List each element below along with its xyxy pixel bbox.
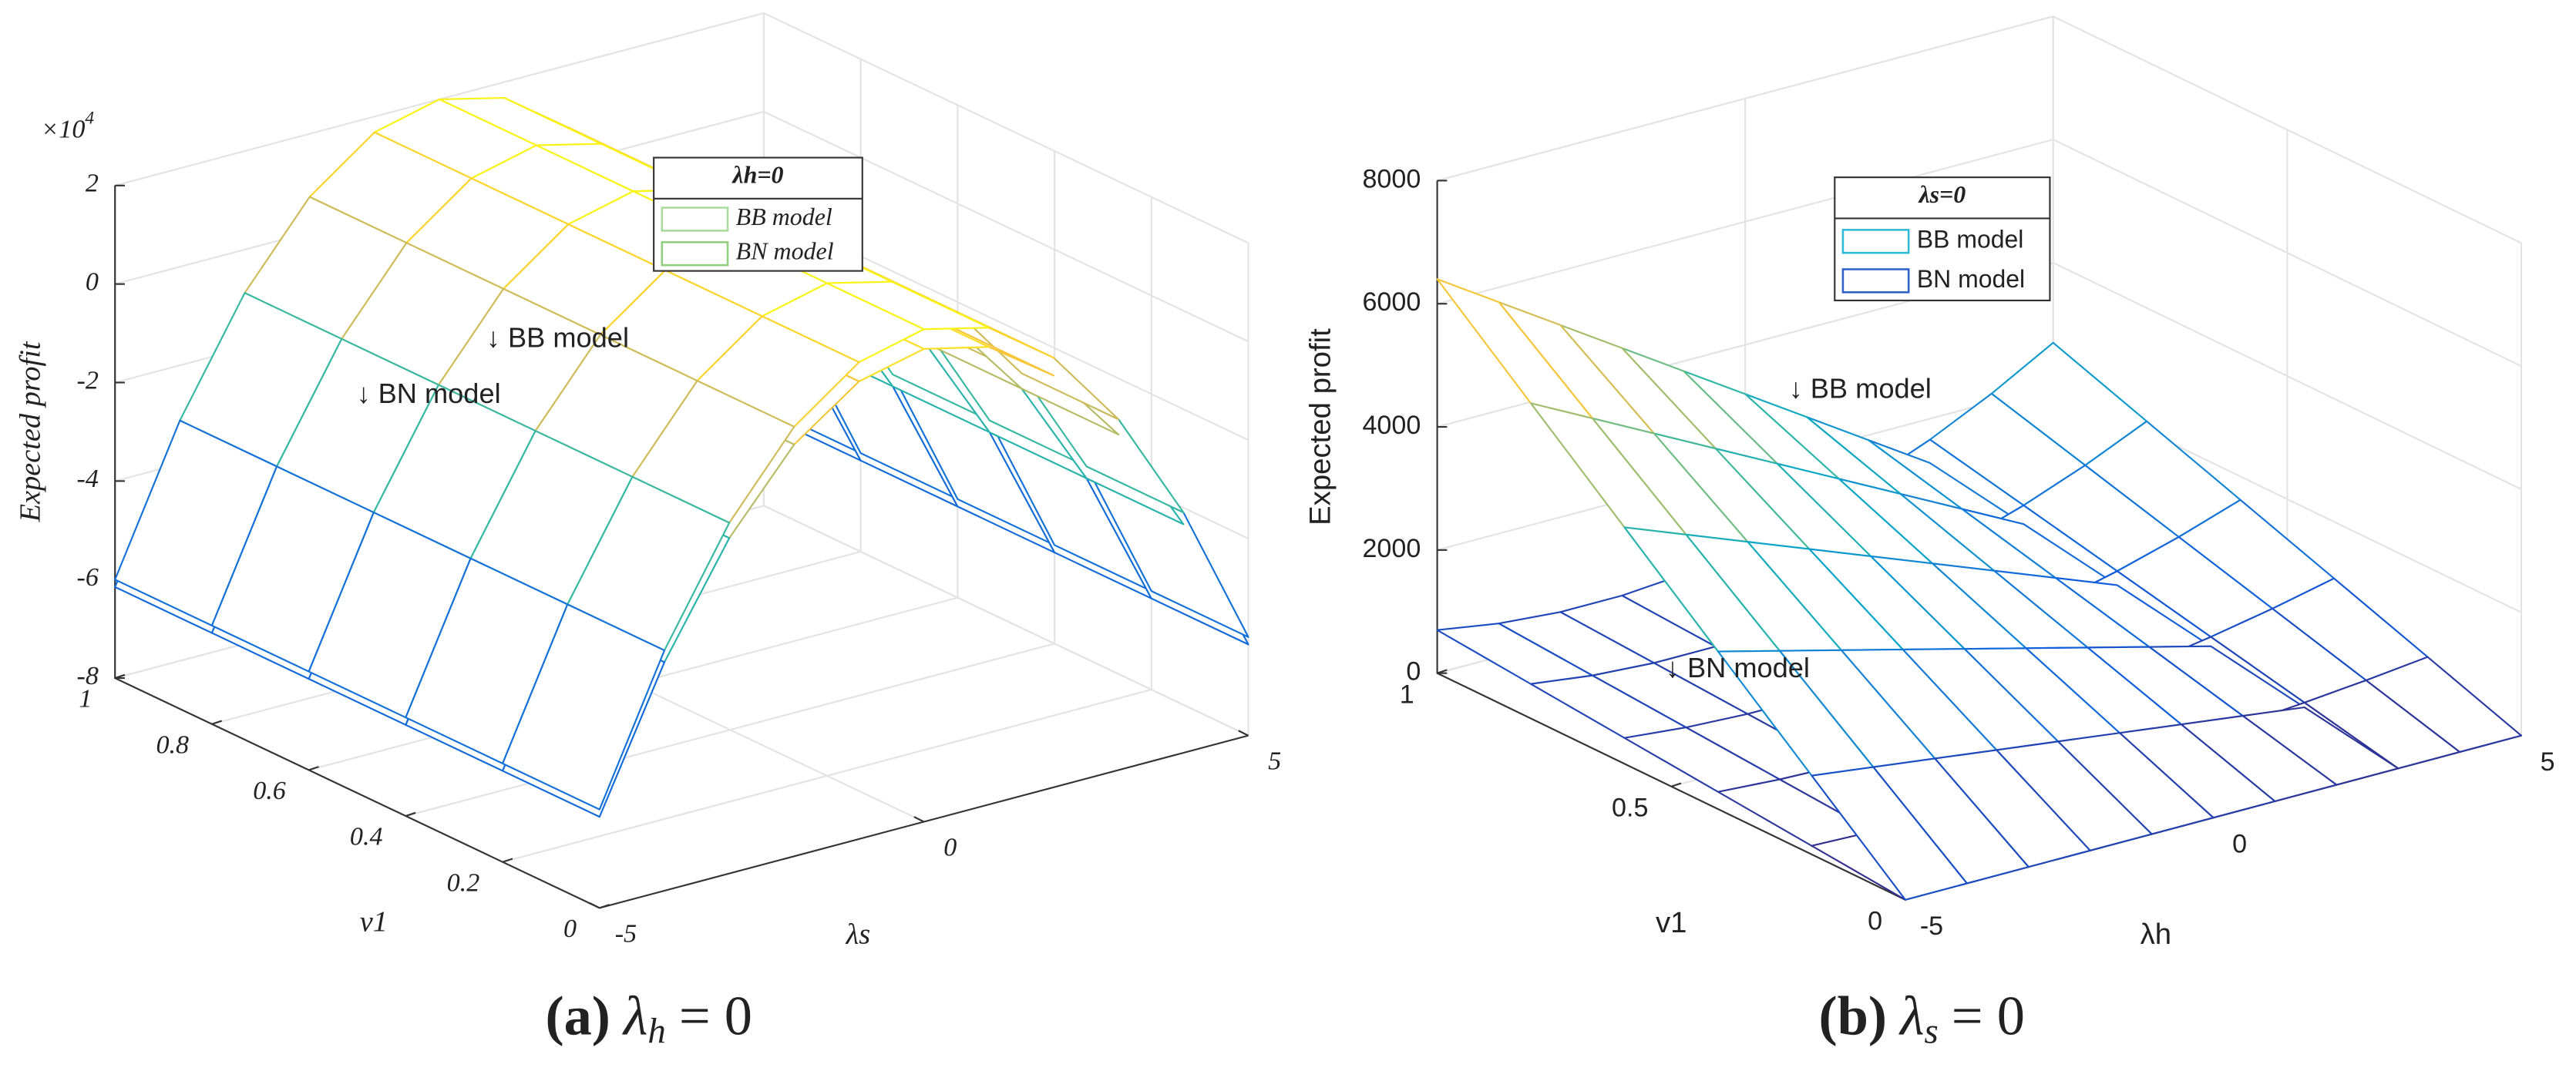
legend-swatch [661, 241, 729, 267]
x-tick-label: -5 [1920, 912, 1943, 941]
y-tick-label: 0 [563, 915, 577, 943]
legend-title: λh=0 [731, 161, 783, 188]
z-tick-label: -2 [77, 366, 99, 394]
caption-label: (b) [1818, 984, 1887, 1046]
legend-label: BN model [1917, 265, 2025, 293]
y-tick-label: 0.6 [253, 777, 286, 805]
annotation: ↓ BN model [356, 378, 500, 409]
y-tick [211, 720, 223, 725]
caption: (a) λh = 0 [545, 984, 752, 1051]
x-tick-label: 0 [2232, 829, 2247, 858]
y-axis-label: v1 [1656, 906, 1687, 939]
z-tick-label: 4000 [1362, 411, 1421, 440]
y-tick-label: 0.4 [350, 823, 383, 851]
annotation: ↓ BB model [1789, 373, 1932, 405]
y-tick [308, 766, 319, 771]
y-tick [502, 858, 513, 863]
surface-cell [1811, 766, 1968, 901]
x-tick-label: 5 [1268, 747, 1281, 776]
caption-symbol: λ [622, 984, 647, 1046]
y-tick-label: 0.5 [1612, 794, 1648, 823]
legend-label: BN model [736, 238, 834, 265]
legend-swatch [1841, 268, 1910, 294]
y-tick-label: 1 [1400, 680, 1414, 710]
legend-label: BB model [1917, 226, 2024, 253]
y-tick [1437, 669, 1448, 674]
y-tick [1670, 782, 1682, 787]
caption-label: (a) [545, 984, 610, 1046]
z-tick-label: 8000 [1362, 164, 1421, 193]
caption: (b) λs = 0 [1818, 984, 2024, 1051]
z-tick-label: 2 [86, 170, 99, 198]
z-tick-label: 6000 [1362, 287, 1421, 317]
x-tick-label: -5 [615, 919, 637, 948]
caption-subscript: s [1924, 1011, 1938, 1051]
legend-swatch [1841, 229, 1910, 254]
caption-symbol: λ [1898, 984, 1924, 1046]
x-tick [1238, 730, 1249, 737]
y-tick-label: 0.2 [447, 868, 480, 897]
caption-rest: = 0 [679, 984, 752, 1046]
y-tick [599, 904, 610, 909]
multiplier-base: ×10 [41, 115, 85, 143]
surface-cell [502, 603, 666, 811]
x-axis-label: λs [846, 918, 871, 950]
x-tick [913, 816, 925, 823]
caption-subscript: h [647, 1011, 665, 1051]
legend-swatch [661, 206, 729, 232]
caption-rest: = 0 [1952, 984, 2025, 1046]
z-tick-label: 0 [86, 267, 99, 296]
z-tick-label: 0 [1406, 657, 1421, 687]
z-tick-label: -6 [77, 563, 99, 592]
y-tick [114, 673, 126, 680]
z-tick-label: -8 [77, 662, 99, 690]
x-tick [589, 902, 600, 909]
y-tick-label: 1 [79, 685, 92, 713]
annotation: ↓ BB model [486, 322, 629, 354]
grid-line [502, 196, 1152, 863]
y-tick-label: 0 [1868, 907, 1882, 936]
annotation: ↓ BN model [1666, 652, 1810, 683]
x-tick-label: 5 [2541, 747, 2555, 777]
legend-label: BB model [736, 203, 832, 230]
x-tick-label: 0 [943, 834, 957, 862]
y-axis-label: v1 [360, 906, 388, 938]
legend-title: λs=0 [1917, 181, 1966, 208]
multiplier-exponent: 4 [85, 109, 94, 129]
z-axis-label: Expected profit [14, 341, 46, 522]
z-tick-label: -4 [77, 465, 99, 493]
axis-multiplier: ×104 [41, 109, 94, 143]
y-tick-label: 0.8 [156, 730, 189, 759]
z-tick-label: 2000 [1362, 534, 1421, 563]
z-axis-label: Expected profit [1304, 328, 1337, 525]
x-axis-label: λh [2141, 918, 2172, 951]
y-tick [405, 811, 416, 818]
